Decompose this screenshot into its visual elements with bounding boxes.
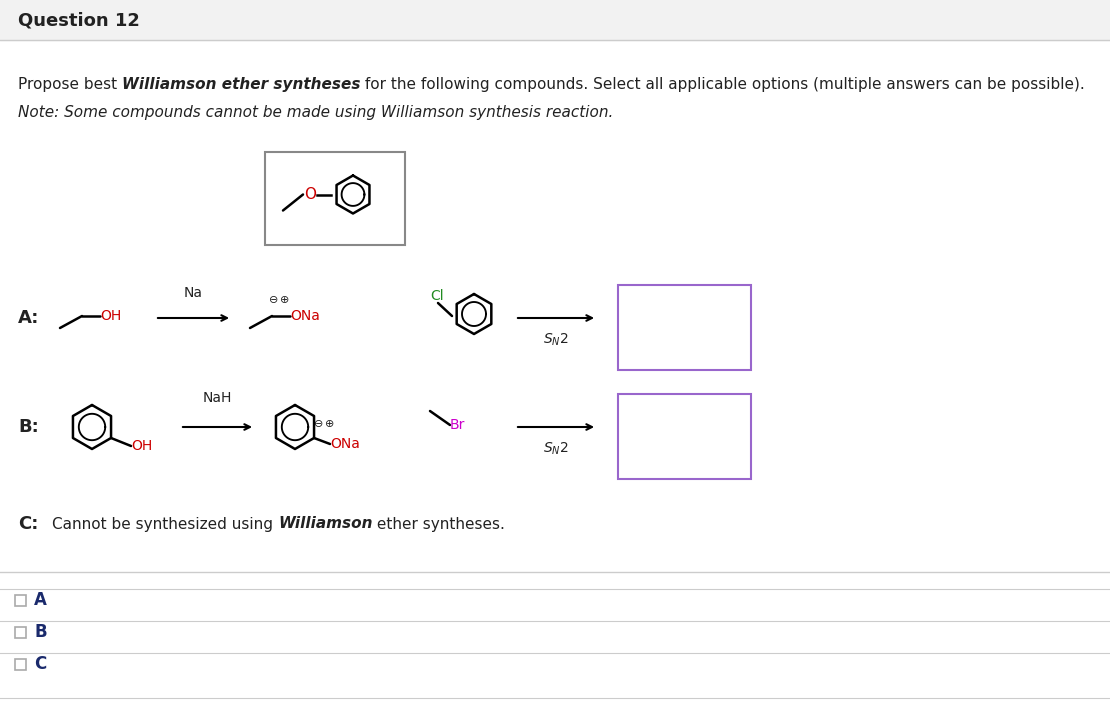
Text: ONa: ONa	[290, 309, 320, 323]
Text: ⊖: ⊖	[270, 295, 279, 305]
Text: A:: A:	[18, 309, 39, 327]
Text: Cl: Cl	[430, 289, 444, 303]
Text: C: C	[34, 655, 47, 673]
Text: Williamson: Williamson	[278, 516, 372, 531]
Text: C:: C:	[18, 515, 39, 533]
Text: O: O	[304, 187, 316, 202]
Bar	[618, 394, 751, 479]
Text: Propose best: Propose best	[18, 78, 122, 92]
Text: for the following compounds. Select all applicable options (multiple answers can: for the following compounds. Select all …	[361, 78, 1086, 92]
Text: Question 12: Question 12	[18, 11, 140, 29]
Text: $S_N2$: $S_N2$	[543, 332, 569, 348]
Text: ⊕: ⊕	[325, 419, 335, 429]
Text: Williamson ether syntheses: Williamson ether syntheses	[122, 78, 361, 92]
Text: ⊖: ⊖	[314, 419, 324, 429]
Bar	[265, 152, 405, 245]
Text: A: A	[34, 591, 47, 609]
Bar	[16, 595, 26, 605]
Text: B: B	[34, 623, 47, 641]
Bar	[0, 0, 1110, 40]
Text: Note: Some compounds cannot be made using Williamson synthesis reaction.: Note: Some compounds cannot be made usin…	[18, 105, 614, 121]
Text: ether syntheses.: ether syntheses.	[372, 516, 505, 531]
Text: $S_N2$: $S_N2$	[543, 441, 569, 457]
Text: ⊕: ⊕	[281, 295, 290, 305]
Text: OH: OH	[131, 439, 152, 453]
Text: ONa: ONa	[330, 437, 360, 451]
Bar	[16, 627, 26, 637]
Text: OH: OH	[100, 309, 121, 323]
Text: Na: Na	[184, 286, 203, 300]
Text: NaH: NaH	[203, 391, 232, 405]
Text: B:: B:	[18, 418, 39, 436]
Text: Cannot be synthesized using: Cannot be synthesized using	[52, 516, 278, 531]
Bar	[618, 285, 751, 370]
Bar	[16, 658, 26, 669]
Text: Br: Br	[450, 418, 465, 432]
